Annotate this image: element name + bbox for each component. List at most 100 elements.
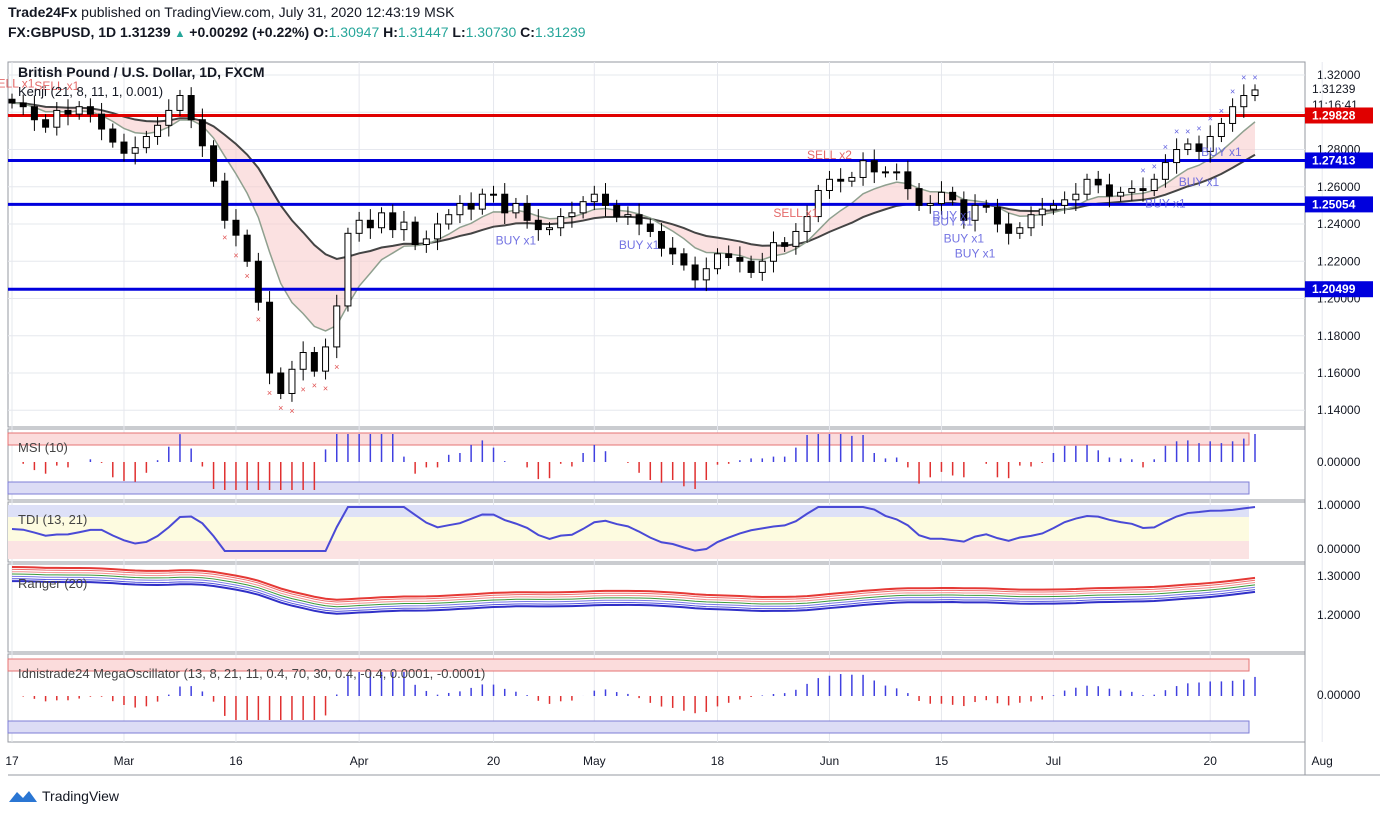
kenji-slow-line <box>11 101 1256 261</box>
signal-marker: BUY x1 <box>619 238 660 252</box>
time-tick-label: 20 <box>487 754 501 768</box>
candle-body <box>870 160 878 173</box>
sell-cross-mark: × <box>245 271 250 281</box>
ranger-line <box>11 575 1256 610</box>
time-tick-label: Mar <box>114 754 135 768</box>
tradingview-logo[interactable]: TradingView <box>8 788 119 804</box>
signal-marker: SELL x1 <box>0 77 35 91</box>
candle-body <box>30 106 38 121</box>
ranger-line <box>11 571 1256 605</box>
mega-upper-band <box>7 658 1250 672</box>
pane-frame-3 <box>7 563 1306 653</box>
level-tag-bg <box>1305 281 1373 298</box>
candle-body <box>333 305 341 348</box>
candle-body <box>1083 178 1091 195</box>
candle-body <box>915 188 923 206</box>
candle-body <box>322 346 330 372</box>
ranger-line <box>11 566 1256 601</box>
time-tick-label: 20 <box>1204 754 1218 768</box>
candle-body <box>646 223 654 232</box>
published-text: published on TradingView.com, July 31, 2… <box>81 4 455 20</box>
candle-body <box>1027 214 1035 229</box>
candle-body <box>411 221 419 245</box>
buy-cross-mark: × <box>1140 165 1145 175</box>
time-tick-label: Jun <box>820 754 839 768</box>
candle-body <box>198 119 206 147</box>
candle-body <box>19 102 27 108</box>
candle-body <box>243 234 251 262</box>
tdi-axis-bottom: 0.00000 <box>1317 542 1361 556</box>
level-tag-bg <box>1305 107 1373 124</box>
open-label: O: <box>313 24 329 40</box>
candle-body <box>624 214 632 218</box>
msi-lower-band <box>7 481 1250 495</box>
candle-body <box>187 95 195 121</box>
mega-axis-label: 0.00000 <box>1317 688 1361 702</box>
candle-body <box>814 189 822 218</box>
buy-cross-mark: × <box>1174 126 1179 136</box>
price-tick-label: 1.32000 <box>1317 68 1361 82</box>
candle-body <box>747 260 755 273</box>
tdi-mid-band <box>8 517 1249 541</box>
close-label: C: <box>520 24 535 40</box>
buy-cross-mark: × <box>1230 86 1235 96</box>
ohlc-bar: FX:GBPUSD, 1D 1.31239 ▲ +0.00292 (+0.22%… <box>8 24 586 40</box>
ranger-label: Ranger (20) <box>18 576 87 591</box>
time-tick-label: 15 <box>935 754 949 768</box>
signal-marker: BUY x1 <box>1179 175 1220 189</box>
buy-cross-mark: × <box>1185 126 1190 136</box>
candle-body <box>1173 149 1181 164</box>
candle-body <box>937 191 945 205</box>
candle-body <box>490 193 498 196</box>
candle-body <box>781 242 789 247</box>
candle-body <box>277 372 285 394</box>
author-name[interactable]: Trade24Fx <box>8 4 78 20</box>
candle-body <box>960 199 968 221</box>
kenji-label: Kenji (21, 8, 11, 1, 0.001) <box>18 84 163 99</box>
candle-body <box>355 219 363 234</box>
candle-body <box>389 212 397 231</box>
candle-body <box>1184 143 1192 151</box>
candle-body <box>512 203 520 214</box>
signal-marker: BUY x1 <box>1201 145 1242 159</box>
candle-body <box>1217 122 1225 137</box>
price-tick-label: 1.18000 <box>1317 329 1361 343</box>
candle-body <box>154 124 162 137</box>
time-tick-label: Aug <box>1312 754 1333 768</box>
ranger-line <box>11 573 1256 608</box>
candle-body <box>1206 135 1214 152</box>
candle-body <box>904 171 912 190</box>
tradingview-logo-icon <box>9 791 37 802</box>
signal-marker: SELL x1 <box>773 206 818 220</box>
candle-body <box>523 203 531 221</box>
buy-cross-mark: × <box>1152 162 1157 172</box>
candle-body <box>1161 162 1169 180</box>
candle-body <box>210 145 218 182</box>
candle-body <box>949 191 957 201</box>
sell-cross-mark: × <box>334 362 339 372</box>
msi-axis-label: 0.00000 <box>1317 455 1361 469</box>
candle-body <box>1229 106 1237 124</box>
candle-body <box>971 204 979 221</box>
ranger-line <box>11 568 1256 603</box>
candle-body <box>1005 223 1013 234</box>
candle-body <box>1240 95 1248 108</box>
candle-body <box>254 260 262 303</box>
msi-label: MSI (10) <box>18 440 68 455</box>
price-tick-label: 1.22000 <box>1317 254 1361 268</box>
sell-cross-mark: × <box>312 381 317 391</box>
candle-body <box>758 260 766 273</box>
tdi-label: TDI (13, 21) <box>18 512 87 527</box>
candle-body <box>310 352 318 372</box>
signal-marker: BUY x1 <box>496 233 537 247</box>
sell-cross-mark: × <box>267 388 272 398</box>
candle-body <box>109 128 117 143</box>
candle-body <box>669 247 677 255</box>
signal-marker: SELL x1 <box>34 79 79 93</box>
candle-body <box>1038 208 1046 216</box>
candle-body <box>86 106 94 115</box>
time-tick-label: 18 <box>711 754 725 768</box>
candle-body <box>859 160 867 178</box>
candle-body <box>881 171 889 174</box>
